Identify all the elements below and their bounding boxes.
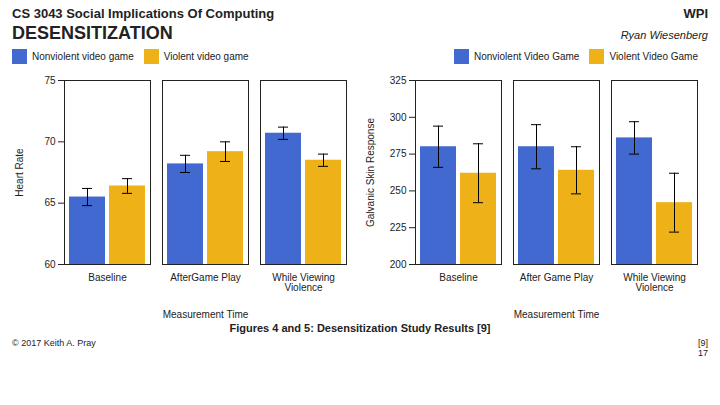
html-text:[9]: [9] bbox=[698, 338, 708, 348]
svg-text:70: 70 bbox=[44, 136, 56, 147]
html-text:© 2017 Keith A. Pray: © 2017 Keith A. Pray bbox=[12, 338, 96, 348]
html-text:Ryan Wiesenberg: Ryan Wiesenberg bbox=[620, 29, 708, 41]
svg-text:325: 325 bbox=[390, 75, 407, 86]
svg-text:Measurement Time: Measurement Time bbox=[163, 309, 249, 320]
svg-text:250: 250 bbox=[390, 185, 407, 196]
svg-text:Measurement Time: Measurement Time bbox=[514, 309, 600, 320]
svg-text:60: 60 bbox=[44, 259, 56, 270]
svg-text:While ViewingViolence: While ViewingViolence bbox=[623, 272, 686, 293]
html-text:Violent Video Game: Violent Video Game bbox=[609, 51, 698, 62]
svg-text:65: 65 bbox=[44, 197, 56, 208]
html-text:Nonviolent video game: Nonviolent video game bbox=[32, 51, 134, 62]
html-text:Figures 4 and 5: Desensitizati: Figures 4 and 5: Desensitization Study R… bbox=[229, 322, 491, 334]
html-text:Nonviolent Video Game: Nonviolent Video Game bbox=[474, 51, 580, 62]
html-text:CS 3043 Social Implications Of: CS 3043 Social Implications Of Computing bbox=[12, 6, 275, 21]
svg-text:275: 275 bbox=[390, 148, 407, 159]
svg-text:While ViewingViolence: While ViewingViolence bbox=[272, 272, 335, 293]
html-text:DESENSITIZATION: DESENSITIZATION bbox=[12, 23, 173, 43]
svg-text:AfterGame Play: AfterGame Play bbox=[170, 272, 241, 283]
svg-text:Heart Rate: Heart Rate bbox=[14, 148, 25, 197]
svg-text:75: 75 bbox=[44, 75, 56, 86]
html-text:WPI: WPI bbox=[683, 6, 708, 21]
svg-text:After Game Play: After Game Play bbox=[520, 272, 593, 283]
svg-text:200: 200 bbox=[390, 259, 407, 270]
svg-text:Baseline: Baseline bbox=[439, 272, 478, 283]
html-text:Violent video game: Violent video game bbox=[163, 51, 249, 62]
svg-text:Galvanic Skin Response: Galvanic Skin Response bbox=[365, 118, 376, 227]
svg-text:300: 300 bbox=[390, 112, 407, 123]
svg-text:Baseline: Baseline bbox=[88, 272, 127, 283]
html-text:17: 17 bbox=[698, 348, 708, 358]
svg-text:225: 225 bbox=[390, 222, 407, 233]
